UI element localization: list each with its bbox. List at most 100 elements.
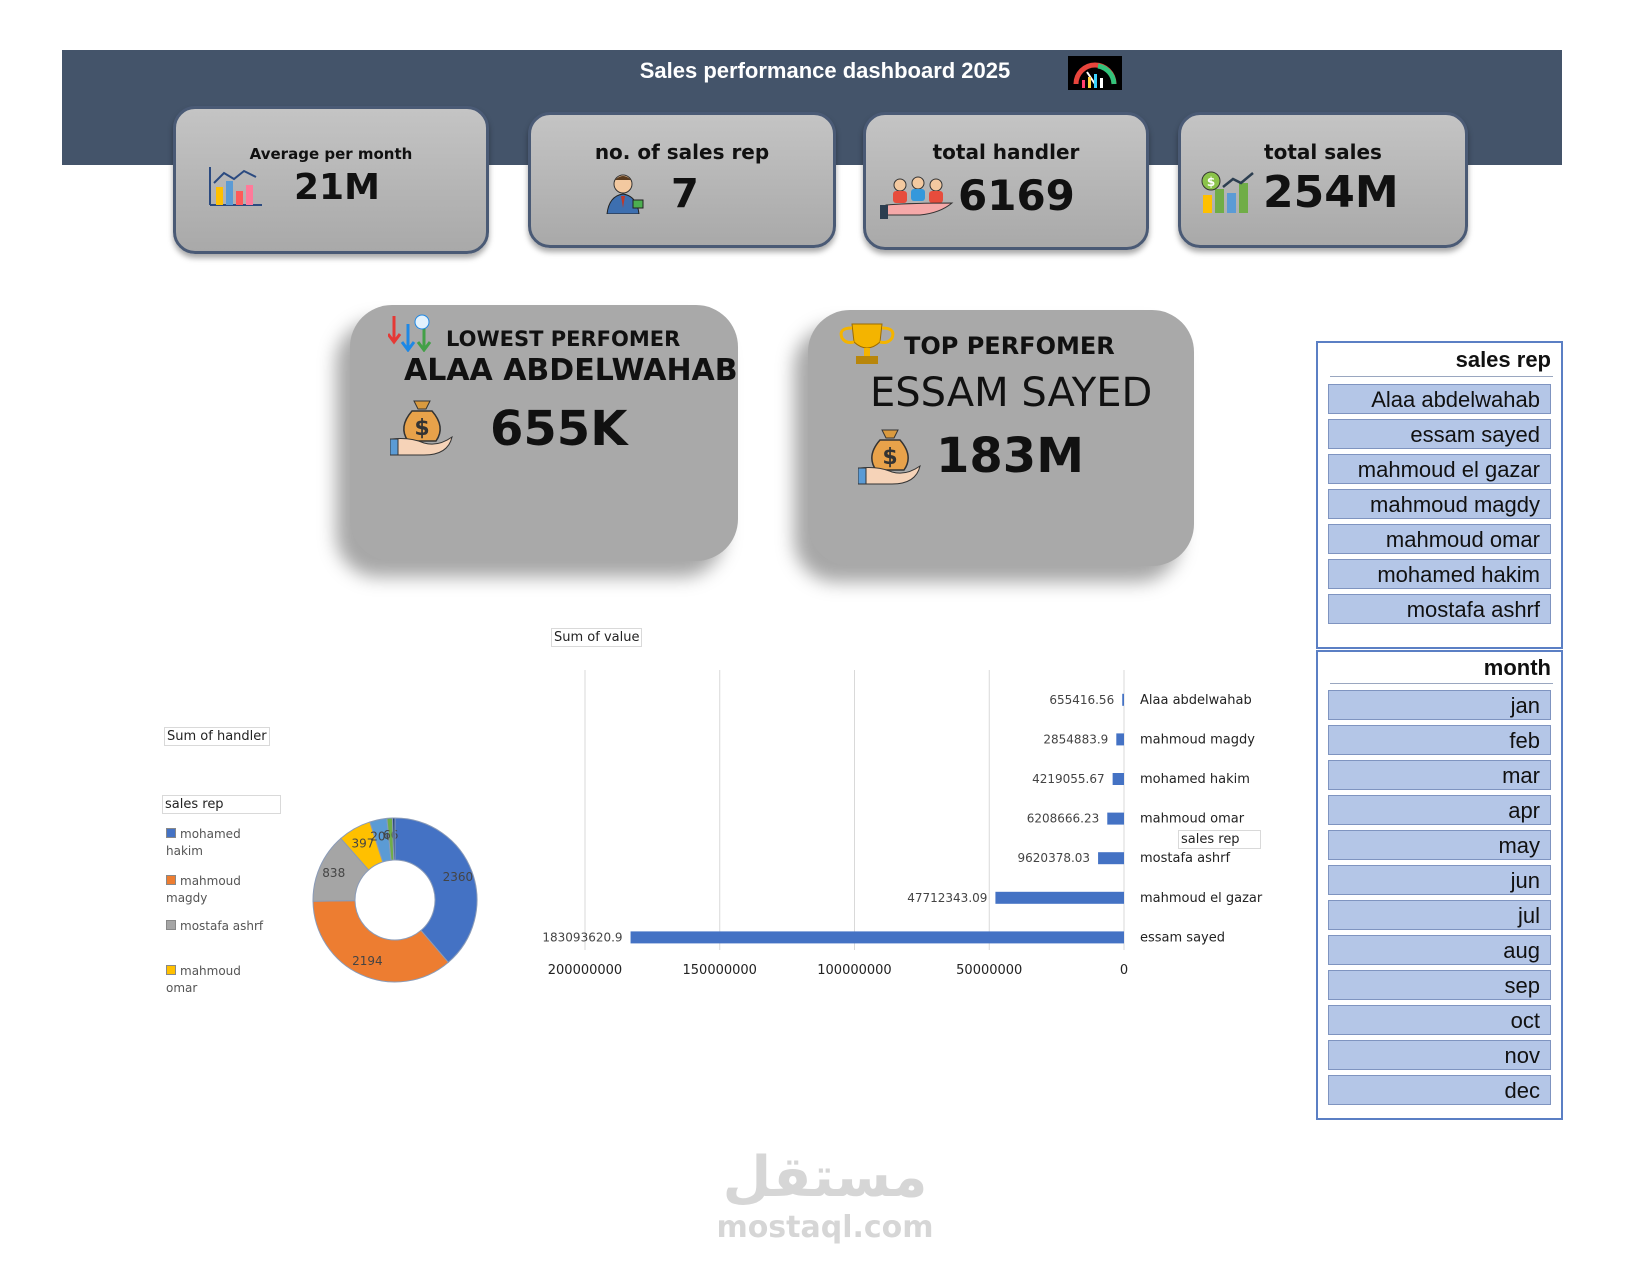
donut-slice — [391, 817, 396, 861]
donut-legend-title[interactable]: sales rep — [162, 795, 281, 814]
bar — [1098, 852, 1124, 865]
watermark-latin: mostaql.com — [716, 1210, 934, 1245]
slicer-item-month[interactable]: may — [1328, 830, 1551, 860]
donut-data-label: 66 — [383, 828, 398, 842]
slicer-item-month[interactable]: feb — [1328, 725, 1551, 755]
money-bag-icon: $ — [389, 393, 456, 463]
bar-value-label: 183093620.9 — [542, 930, 622, 944]
bar-category-label: mohamed hakim — [1140, 772, 1250, 787]
slicer-divider — [1330, 683, 1553, 684]
slicer-item-month[interactable]: apr — [1328, 795, 1551, 825]
slicer-item-rep[interactable]: mahmoud el gazar — [1328, 454, 1551, 484]
legend-item: mahmoud magdy — [166, 873, 276, 907]
kpi-average-label: Average per month — [249, 145, 413, 163]
money-bag-icon: $ — [857, 422, 924, 492]
kpi-sales-card: total sales $ 254M — [1178, 112, 1468, 248]
slicer-divider — [1330, 376, 1553, 377]
kpi-average-card: Average per month 21M — [173, 106, 489, 254]
bar-legend-title[interactable]: sales rep — [1178, 830, 1261, 849]
team-hand-icon — [880, 173, 956, 223]
bar-category-label: mostafa ashrf — [1140, 851, 1230, 866]
svg-text:$: $ — [414, 416, 429, 441]
top-performer-card: TOP PERFOMER ESSAM SAYED $ 183M — [808, 310, 1194, 566]
lowest-performer-card: LOWEST PERFOMER ALAA ABDELWAHAB $ 655K — [350, 305, 738, 561]
bar-chart-title[interactable]: Sum of value — [551, 628, 643, 647]
slicer-item-month[interactable]: sep — [1328, 970, 1551, 1000]
legend-item: mahmoud omar — [166, 963, 276, 997]
bar-value-label: 2854883.9 — [1043, 732, 1108, 746]
kpi-reps-label: no. of sales rep — [594, 140, 770, 164]
slicer-item-month[interactable]: jun — [1328, 865, 1551, 895]
kpi-handler-label: total handler — [932, 140, 1080, 164]
slicer-item-rep[interactable]: mahmoud magdy — [1328, 489, 1551, 519]
lowest-performer-label: LOWEST PERFOMER — [446, 327, 681, 351]
bar-category-label: Alaa abdelwahab — [1140, 693, 1252, 708]
donut-data-label: 838 — [322, 866, 345, 880]
kpi-reps-card: no. of sales rep 7 — [528, 112, 836, 248]
legend-label: mahmoud omar — [166, 964, 241, 995]
bar-value-label: 655416.56 — [1049, 693, 1114, 707]
slicer-item-rep[interactable]: mostafa ashrf — [1328, 594, 1551, 624]
bar-value-label: 9620378.03 — [1018, 851, 1091, 865]
bar-value-label: 6208666.23 — [1027, 812, 1100, 826]
legend-swatch — [166, 965, 176, 975]
svg-text:$: $ — [1207, 175, 1215, 189]
donut-data-label: 397 — [351, 836, 374, 850]
slicer-item-month[interactable]: jul — [1328, 900, 1551, 930]
value-bar-chart: 200000000 150000000 100000000 50000000 0 6554… — [542, 670, 1263, 978]
kpi-handler-value: 6169 — [958, 171, 1075, 220]
month-slicer-title: month — [1483, 655, 1551, 680]
slicer-item-rep[interactable]: Alaa abdelwahab — [1328, 384, 1551, 414]
kpi-average-value: 21M — [294, 167, 380, 208]
donut-slice — [394, 817, 478, 964]
legend-item: mohamed hakim — [166, 826, 276, 860]
kpi-sales-label: total sales — [1264, 140, 1382, 164]
bar — [1112, 773, 1124, 785]
trophy-icon — [836, 322, 898, 372]
legend-swatch — [166, 920, 176, 930]
bar-category-label: mahmoud omar — [1140, 812, 1245, 827]
top-performer-value: 183M — [936, 428, 1084, 484]
axis-tick-label: 150000000 — [683, 963, 757, 978]
bar-category-label: mahmoud el gazar — [1140, 891, 1263, 906]
donut-chart-title[interactable]: Sum of handler — [164, 727, 270, 746]
svg-text:$: $ — [882, 445, 897, 470]
slicer-item-rep[interactable]: mahmoud omar — [1328, 524, 1551, 554]
slicer-item-rep[interactable]: essam sayed — [1328, 419, 1551, 449]
bar-value-label: 4219055.67 — [1032, 772, 1105, 786]
axis-tick-label: 50000000 — [956, 963, 1022, 978]
lowest-performer-value: 655K — [490, 401, 628, 457]
bar — [1122, 693, 1124, 706]
month-slicer[interactable]: month jan feb mar apr may jun jul aug sep oct nov d… — [1316, 650, 1563, 1120]
axis-tick-label: 0 — [1120, 963, 1128, 978]
slicer-item-rep[interactable]: mohamed hakim — [1328, 559, 1551, 589]
dashboard-title: Sales performance dashboard 2025 — [639, 58, 1011, 83]
top-performer-label: TOP PERFOMER — [904, 332, 1115, 360]
bar-chart-icon — [208, 165, 264, 211]
legend-label: mohamed hakim — [166, 827, 241, 858]
slicer-item-month[interactable]: nov — [1328, 1040, 1551, 1070]
bar-value-label: 47712343.09 — [907, 891, 987, 905]
slicer-item-month[interactable]: dec — [1328, 1075, 1551, 1105]
slicer-item-month[interactable]: oct — [1328, 1005, 1551, 1035]
slicer-item-month[interactable]: mar — [1328, 760, 1551, 790]
lowest-performer-name: ALAA ABDELWAHAB — [404, 353, 738, 388]
axis-tick-label: 100000000 — [817, 963, 891, 978]
bar — [1116, 733, 1124, 746]
slicer-item-month[interactable]: jan — [1328, 690, 1551, 720]
donut-data-label: 2194 — [352, 954, 383, 968]
top-performer-name: ESSAM SAYED — [870, 370, 1153, 416]
sales-person-icon — [601, 170, 647, 218]
bar-category-label: mahmoud magdy — [1140, 732, 1255, 747]
arrows-down-icon — [386, 314, 434, 356]
sales-rep-slicer[interactable]: sales rep Alaa abdelwahab essam sayed mahm… — [1316, 341, 1563, 649]
money-growth-icon: $ — [1199, 171, 1255, 217]
legend-swatch — [166, 828, 176, 838]
kpi-reps-value: 7 — [671, 171, 699, 217]
slicer-item-month[interactable]: aug — [1328, 935, 1551, 965]
legend-item: mostafa ashrf — [166, 918, 276, 935]
axis-tick-label: 200000000 — [548, 963, 622, 978]
bar — [1107, 812, 1124, 825]
legend-label: mostafa ashrf — [180, 919, 264, 933]
